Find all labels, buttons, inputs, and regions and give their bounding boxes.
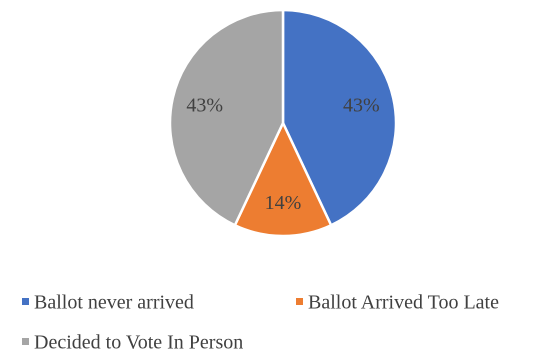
- legend-label: Ballot never arrived: [34, 292, 194, 314]
- chart-legend: Ballot never arrived Ballot Arrived Too L…: [22, 292, 499, 354]
- legend-swatch: [296, 298, 303, 305]
- pie-data-labels: 43% 14% 43%: [186, 94, 379, 214]
- legend-swatch: [22, 338, 29, 345]
- legend-item-ballot-arrived-too-late: Ballot Arrived Too Late: [296, 292, 499, 314]
- legend-swatch: [22, 298, 29, 305]
- pie-slice-decided-to-vote-in-person: [168, 8, 285, 227]
- legend-item-decided-to-vote-in-person: Decided to Vote In Person: [22, 332, 243, 354]
- data-label-decided-to-vote-in-person: 43%: [186, 94, 223, 116]
- pie-slices: [168, 8, 398, 238]
- data-label-ballot-never-arrived: 43%: [343, 94, 380, 116]
- data-label-ballot-arrived-too-late: 14%: [265, 192, 302, 214]
- legend-label: Decided to Vote In Person: [34, 332, 243, 354]
- pie-slice-ballot-never-arrived: [281, 8, 398, 227]
- pie-slice-ballot-arrived-too-late: [233, 121, 333, 238]
- legend-item-ballot-never-arrived: Ballot never arrived: [22, 292, 194, 314]
- legend-label: Ballot Arrived Too Late: [308, 292, 499, 314]
